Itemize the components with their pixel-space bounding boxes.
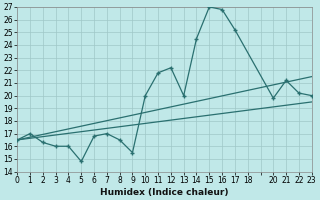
X-axis label: Humidex (Indice chaleur): Humidex (Indice chaleur)	[100, 188, 229, 197]
